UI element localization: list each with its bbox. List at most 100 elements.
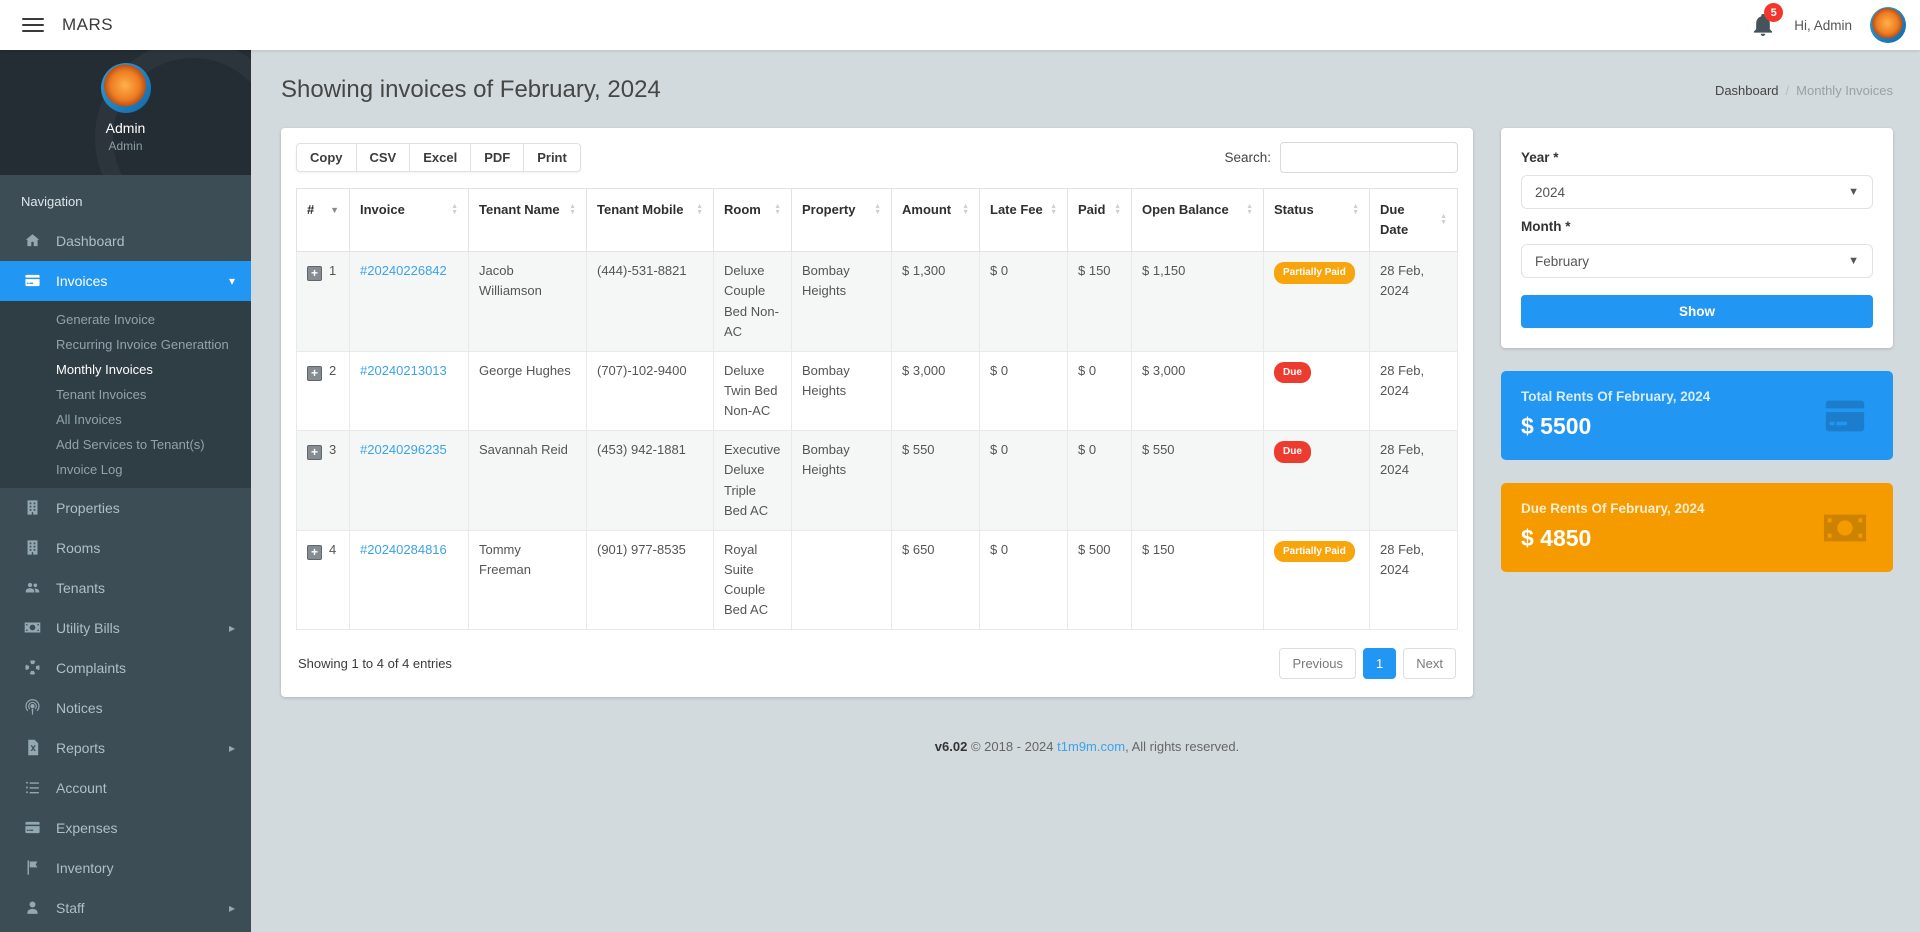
cell-room: Deluxe Couple Bed Non-AC bbox=[713, 251, 792, 352]
column-header[interactable]: Invoice ▲ ▼ bbox=[349, 187, 469, 253]
sidebar-item[interactable]: Tenants ▾ ▸ bbox=[0, 568, 251, 608]
export-button[interactable]: Print bbox=[523, 143, 581, 172]
sidebar-subitem[interactable]: Recurring Invoice Generattion bbox=[56, 337, 229, 352]
sidebar-item-label: Account bbox=[56, 780, 107, 796]
status-badge: Due bbox=[1274, 361, 1311, 384]
sidebar-item[interactable]: Dashboard ▾ ▸ bbox=[0, 221, 251, 261]
cell-invoice: #20240213013 bbox=[349, 350, 469, 432]
sidebar-item[interactable]: Invoices ▾ ▸ bbox=[0, 261, 251, 301]
sidebar-item-label: Utility Bills bbox=[56, 620, 120, 636]
show-button[interactable]: Show bbox=[1521, 295, 1873, 328]
search-label: Search: bbox=[1224, 150, 1271, 165]
sidebar-item[interactable]: Properties ▾ ▸ bbox=[0, 488, 251, 528]
column-header[interactable]: Status ▲ ▼ bbox=[1263, 187, 1370, 253]
column-header[interactable]: Tenant Name ▲ ▼ bbox=[468, 187, 587, 253]
month-select[interactable]: February ▼ bbox=[1521, 244, 1873, 278]
page-footer: v6.02 © 2018 - 2024 t1m9m.com, All right… bbox=[934, 739, 1240, 755]
chevron-down-icon: ▼ bbox=[1848, 186, 1859, 198]
cell-open-balance: $ 1,150 bbox=[1131, 251, 1264, 352]
sidebar-item-label: Notices bbox=[56, 700, 103, 716]
sidebar-subitem[interactable]: Monthly Invoices bbox=[56, 362, 153, 377]
column-header[interactable]: Paid ▲ ▼ bbox=[1067, 187, 1132, 253]
sidebar-subitem[interactable]: Add Services to Tenant(s) bbox=[56, 437, 205, 452]
sort-icon: ▲ ▼ bbox=[451, 203, 458, 217]
cell-status: Due bbox=[1263, 430, 1370, 531]
invoice-link[interactable]: #20240226842 bbox=[360, 263, 447, 279]
table-row: +2 #20240213013 George Hughes (707)-102-… bbox=[296, 350, 1458, 432]
expand-row-button[interactable]: + bbox=[307, 544, 322, 560]
sidebar-item[interactable]: Rooms ▾ ▸ bbox=[0, 528, 251, 568]
breadcrumb-current: Monthly Invoices bbox=[1796, 82, 1893, 98]
page-title: Showing invoices of February, 2024 bbox=[281, 76, 661, 103]
previous-page-button[interactable]: Previous bbox=[1279, 648, 1357, 680]
search-input[interactable] bbox=[1280, 142, 1458, 173]
table-info: Showing 1 to 4 of 4 entries bbox=[298, 656, 452, 672]
user-avatar[interactable] bbox=[1870, 7, 1906, 43]
sidebar-item[interactable]: Expenses ▾ ▸ bbox=[0, 808, 251, 848]
invoice-link[interactable]: #20240296235 bbox=[360, 442, 447, 458]
cell-tenant-mobile: (707)-102-9400 bbox=[586, 350, 714, 432]
sidebar-item[interactable]: Notices ▾ ▸ bbox=[0, 688, 251, 728]
next-page-button[interactable]: Next bbox=[1403, 648, 1456, 680]
cell-open-balance: $ 150 bbox=[1131, 529, 1264, 631]
sidebar-item-label: Invoices bbox=[56, 273, 108, 289]
expand-row-button[interactable]: + bbox=[307, 445, 322, 461]
cell-paid: $ 0 bbox=[1067, 350, 1132, 432]
sidebar-user-panel: Admin Admin bbox=[0, 50, 251, 175]
menu-toggle-icon[interactable] bbox=[22, 14, 44, 36]
sidebar-item[interactable]: Account ▾ ▸ bbox=[0, 768, 251, 808]
footer-link[interactable]: t1m9m.com bbox=[1057, 739, 1126, 755]
user-name: Admin bbox=[105, 120, 146, 136]
sidebar-subitem[interactable]: Tenant Invoices bbox=[56, 387, 147, 402]
column-header[interactable]: Tenant Mobile ▲ ▼ bbox=[586, 187, 714, 253]
due-rents-title: Due Rents Of February, 2024 bbox=[1521, 501, 1705, 516]
sidebar-subitem[interactable]: Generate Invoice bbox=[56, 312, 156, 327]
sidebar-item[interactable]: Complaints ▾ ▸ bbox=[0, 648, 251, 688]
sidebar: Admin Admin Navigation Dashboard ▾ ▸ Inv… bbox=[0, 50, 251, 932]
export-button[interactable]: Copy bbox=[296, 143, 357, 172]
column-header[interactable]: Room ▲ ▼ bbox=[713, 187, 792, 253]
cell-property: Bombay Heights bbox=[791, 251, 892, 352]
cell-property: Bombay Heights bbox=[791, 350, 892, 432]
cell-property bbox=[791, 529, 892, 631]
export-button[interactable]: Excel bbox=[409, 143, 472, 172]
export-button[interactable]: PDF bbox=[470, 143, 525, 172]
sidebar-item[interactable]: Reports ▾ ▸ bbox=[0, 728, 251, 768]
cell-status: Partially Paid bbox=[1263, 529, 1370, 631]
expand-row-button[interactable]: + bbox=[307, 365, 322, 381]
sidebar-item-label: Inventory bbox=[56, 860, 114, 876]
sort-icon: ▲ ▼ bbox=[774, 203, 781, 217]
cell-paid: $ 0 bbox=[1067, 430, 1132, 531]
status-badge: Due bbox=[1274, 441, 1311, 463]
cell-status: Partially Paid bbox=[1263, 251, 1370, 352]
user-greeting: Hi, Admin bbox=[1794, 17, 1852, 33]
sidebar-subitem[interactable]: Invoice Log bbox=[56, 462, 123, 477]
breadcrumb-dashboard[interactable]: Dashboard bbox=[1714, 82, 1779, 98]
table-header-row: # ▼ Invoice ▲ ▼ Tenant Name ▲ ▼ Tenant Mob… bbox=[296, 187, 1458, 253]
cell-due-date: 28 Feb, 2024 bbox=[1369, 251, 1458, 352]
column-header[interactable]: # ▼ bbox=[296, 187, 350, 253]
column-header[interactable]: Open Balance ▲ ▼ bbox=[1131, 187, 1264, 253]
column-header[interactable]: Due Date ▲ ▼ bbox=[1369, 187, 1458, 253]
sidebar-item-label: Tenants bbox=[56, 580, 106, 596]
sidebar-subitem[interactable]: All Invoices bbox=[56, 412, 122, 427]
life-ring-icon bbox=[24, 659, 42, 677]
expand-row-button[interactable]: + bbox=[307, 266, 322, 282]
notifications-bell-icon[interactable]: 5 bbox=[1750, 3, 1784, 38]
sidebar-item[interactable]: Staff ▾ ▸ bbox=[0, 888, 251, 928]
page-1-button[interactable]: 1 bbox=[1363, 648, 1397, 680]
export-button[interactable]: CSV bbox=[355, 143, 411, 172]
sidebar-item-label: Rooms bbox=[56, 540, 101, 556]
column-header[interactable]: Amount ▲ ▼ bbox=[891, 187, 980, 253]
invoice-link[interactable]: #20240213013 bbox=[360, 362, 447, 378]
sidebar-item[interactable]: Utility Bills ▾ ▸ bbox=[0, 608, 251, 648]
invoice-link[interactable]: #20240284816 bbox=[360, 541, 447, 557]
year-label: Year * bbox=[1521, 150, 1559, 165]
column-header[interactable]: Late Fee ▲ ▼ bbox=[979, 187, 1068, 253]
chevron-down-icon: ▾ bbox=[228, 274, 235, 288]
cell-tenant-name: Jacob Williamson bbox=[468, 251, 587, 352]
column-header[interactable]: Property ▲ ▼ bbox=[791, 187, 892, 253]
cell-late-fee: $ 0 bbox=[979, 529, 1068, 631]
year-select[interactable]: 2024 ▼ bbox=[1521, 175, 1873, 209]
sidebar-item[interactable]: Inventory ▾ ▸ bbox=[0, 848, 251, 888]
